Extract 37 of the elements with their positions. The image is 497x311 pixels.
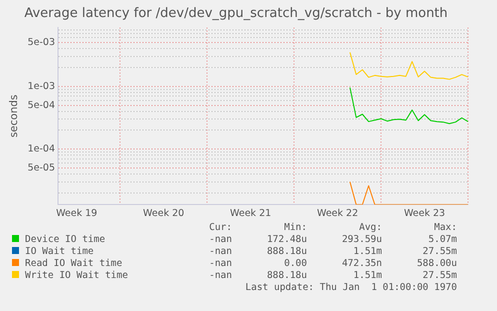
y-tick-label: 1e-04 <box>28 144 56 155</box>
y-tick-label: 5e-03 <box>28 37 56 48</box>
x-tick-label: Week 19 <box>56 208 98 219</box>
text: -nan <box>208 258 232 270</box>
text: 27.55m <box>422 246 457 258</box>
legend-label: Device IO time <box>24 234 106 246</box>
y-axis-title: seconds <box>8 94 20 138</box>
text: 888.18u <box>266 270 307 282</box>
text: 1.51m <box>352 270 382 282</box>
x-tick-label: Week 20 <box>143 208 184 219</box>
legend-label: IO Wait time <box>24 246 95 258</box>
text: 0.00 <box>283 258 307 270</box>
text: 472.35n <box>340 258 382 270</box>
text: Last update: Thu Jan 1 01:00:00 1970 <box>244 282 457 294</box>
legend-label: Read IO Wait time <box>24 258 124 270</box>
text: 5.07m <box>427 234 457 246</box>
y-tick-label: 1e-03 <box>28 80 56 92</box>
text: -nan <box>208 270 232 282</box>
y-tick-label: 5e-05 <box>28 162 56 174</box>
text: Cur: <box>208 222 232 234</box>
x-tick-label: Week 21 <box>230 208 272 219</box>
text: 588.00u <box>416 258 457 270</box>
text: -nan <box>208 246 232 258</box>
text: Avg: <box>358 222 382 234</box>
text: 293.59u <box>340 234 382 246</box>
chart-title: Average latency for /dev/dev_gpu_scratch_vg/scratch - by month <box>24 6 448 22</box>
text: 888.18u <box>266 246 307 258</box>
legend-label: Write IO Wait time <box>24 270 129 282</box>
text: Min: <box>283 222 307 234</box>
text: Max: <box>433 222 457 234</box>
x-tick-label: Week 22 <box>316 208 358 219</box>
y-tick-label: 5e-04 <box>28 100 56 111</box>
x-tick-label: Week 23 <box>404 208 446 219</box>
text: -nan <box>208 234 232 246</box>
text: 172.48u <box>266 234 307 246</box>
text: 27.55m <box>422 270 457 282</box>
text: 1.51m <box>352 246 382 258</box>
